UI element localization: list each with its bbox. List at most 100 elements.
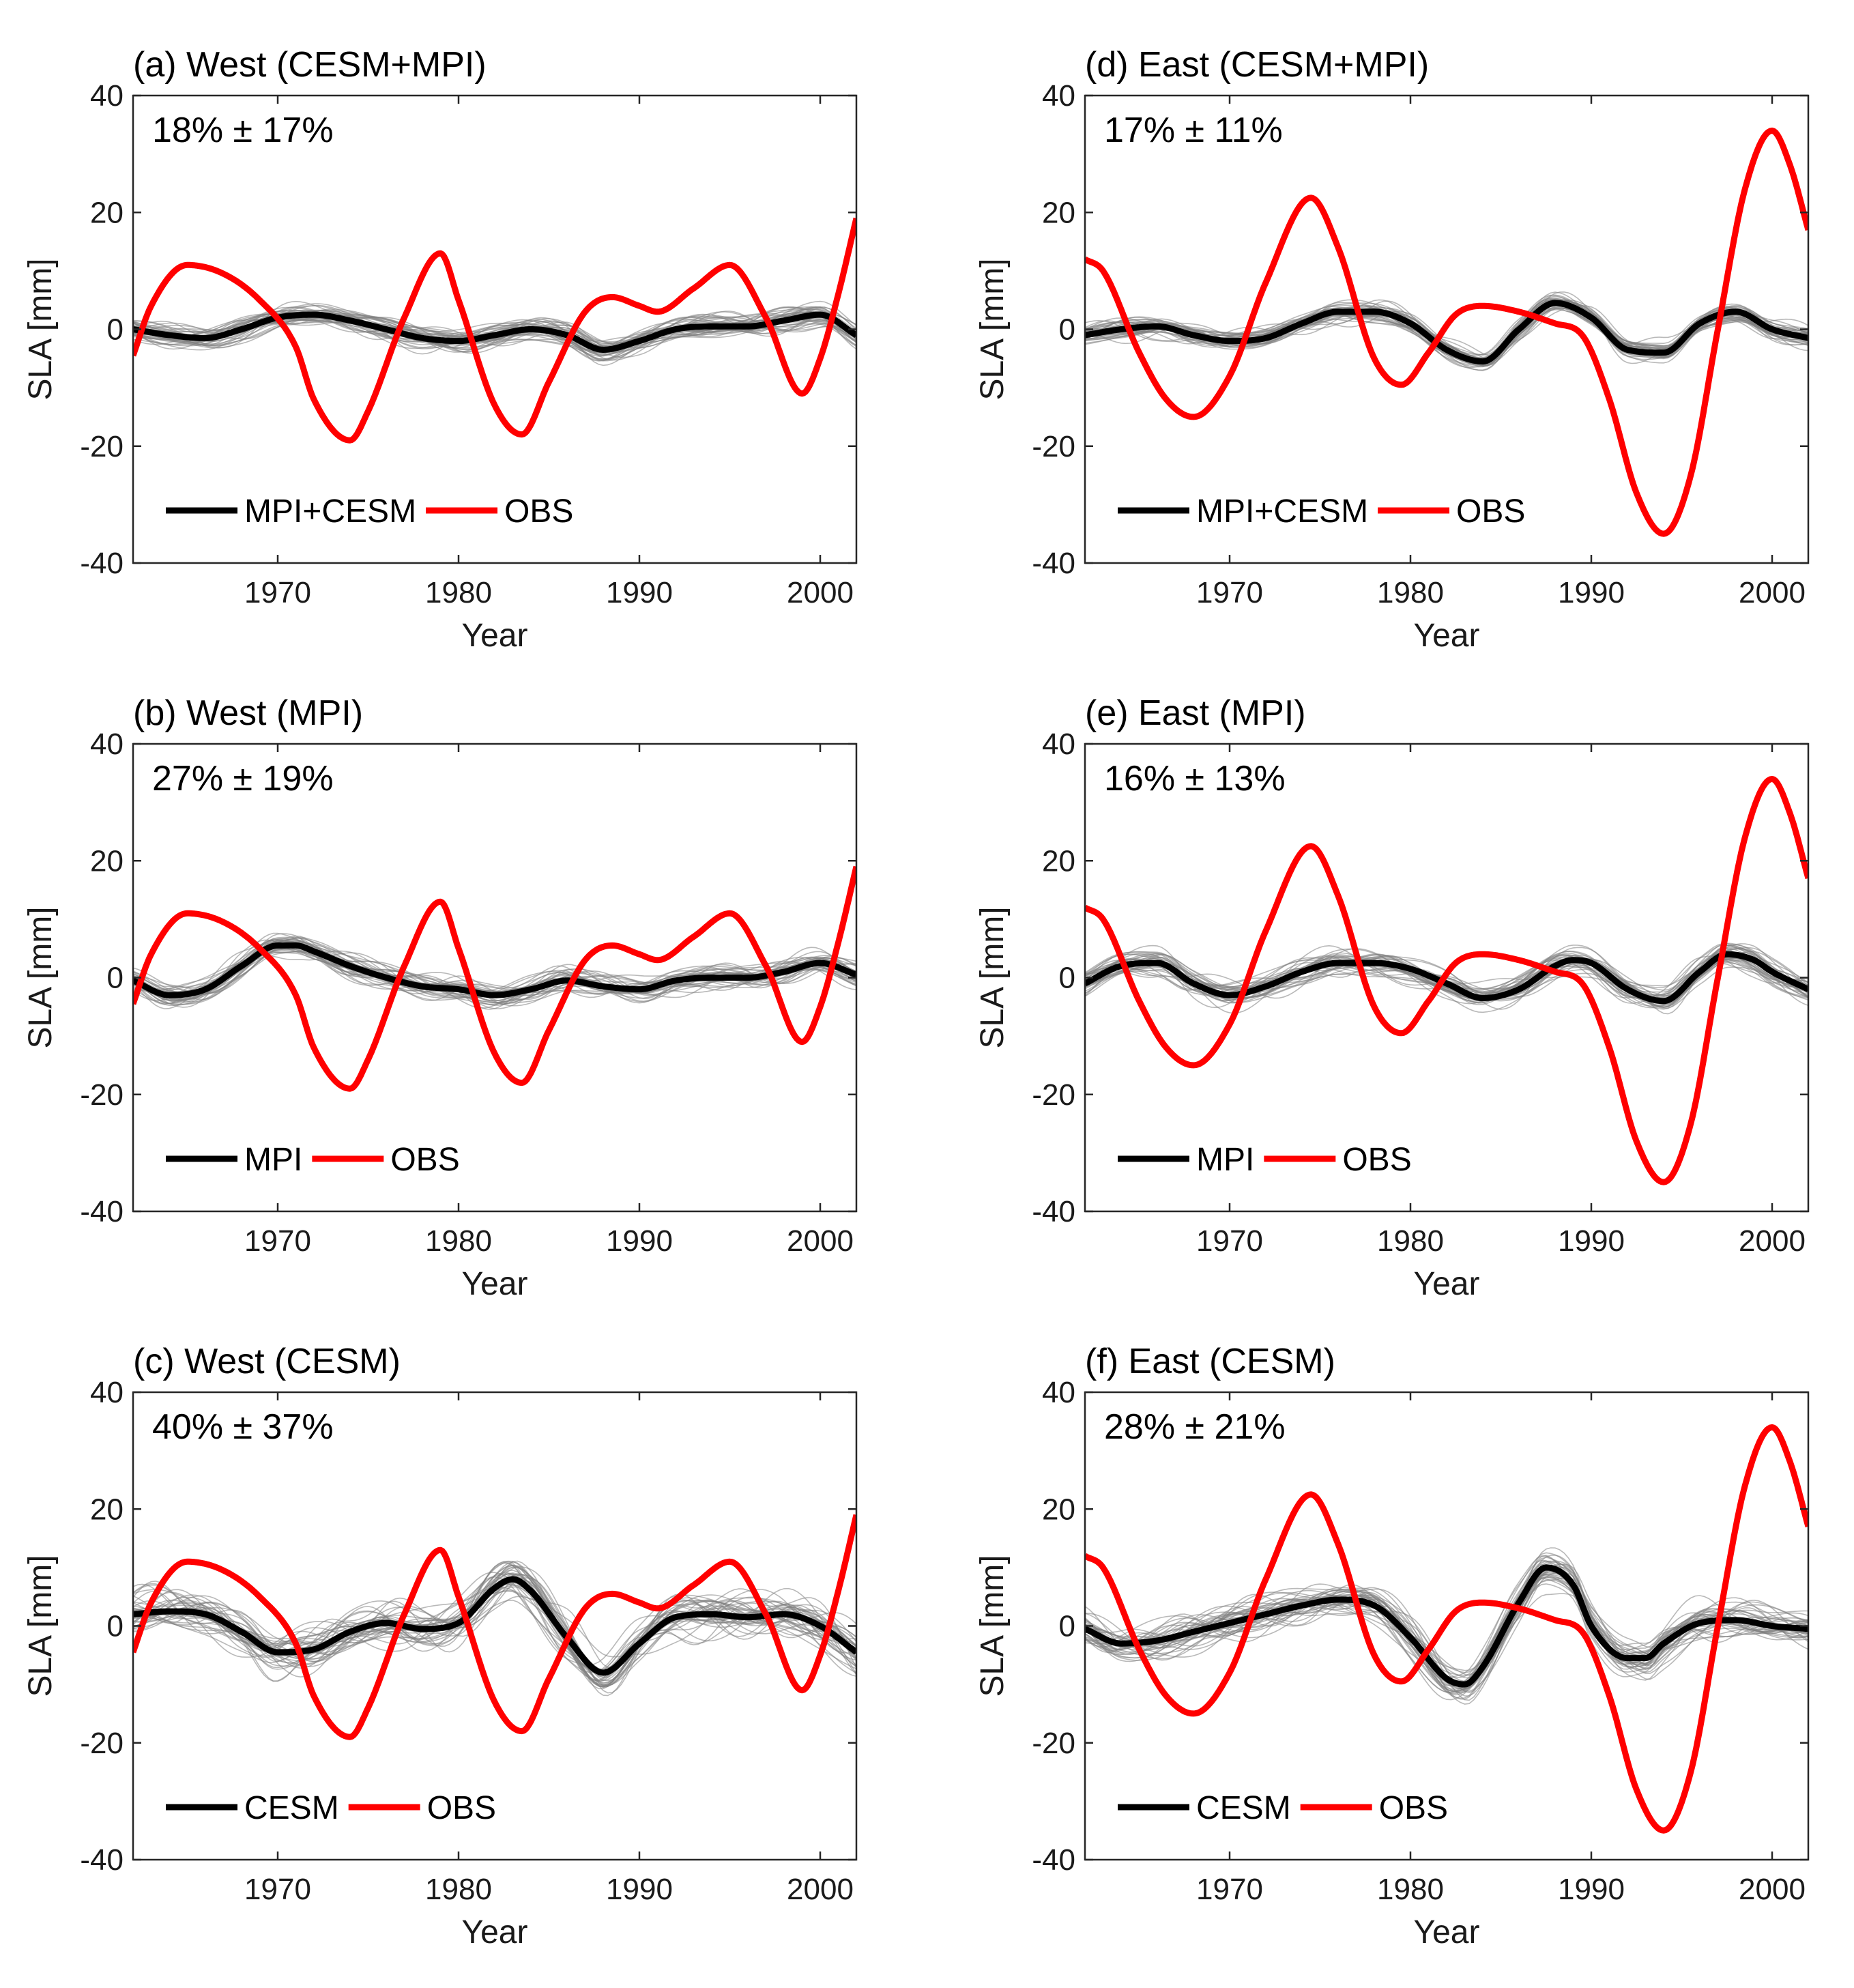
stat-annotation: 17% ± 11%: [1104, 111, 1283, 150]
ensemble-members: [1085, 291, 1808, 371]
y-tick-label: 40: [1042, 79, 1075, 113]
y-tick-label: 0: [107, 313, 124, 347]
ensemble-member-line: [1085, 1552, 1808, 1701]
ensemble-member-line: [133, 306, 856, 350]
y-axis-label: SLA [mm]: [23, 258, 59, 400]
ensemble-member-line: [1085, 1560, 1808, 1694]
stat-annotation: 27% ± 19%: [152, 759, 334, 798]
x-tick-label: 1980: [1377, 576, 1444, 609]
series-line-mpi-cesm: [133, 311, 856, 353]
panel-title: (f) East (CESM): [1085, 1342, 1335, 1381]
y-axis-label: SLA [mm]: [974, 258, 1011, 400]
x-tick-label: 1980: [425, 1224, 492, 1258]
y-tick-label: 20: [1042, 1493, 1075, 1526]
x-tick-label: 1990: [1558, 1224, 1625, 1258]
y-tick-label: -40: [80, 1195, 124, 1228]
stat-annotation: 28% ± 21%: [1104, 1407, 1286, 1447]
x-tick-label: 2000: [787, 576, 854, 609]
y-tick-label: -20: [80, 430, 124, 463]
ensemble-member-line: [133, 1576, 856, 1697]
legend-label: MPI: [1196, 1142, 1254, 1178]
plot-area: [133, 1514, 856, 1740]
x-tick-label: 2000: [1739, 1224, 1806, 1258]
series-line-obs: [133, 865, 856, 1092]
ensemble-member-line: [133, 300, 856, 362]
legend-label: OBS: [504, 493, 573, 530]
series-line-mpi: [1085, 951, 1808, 1005]
ensemble-member-line: [133, 300, 856, 366]
panel-title: (b) West (MPI): [133, 693, 363, 733]
y-tick-label: -40: [80, 1843, 124, 1877]
y-tick-label: -20: [80, 1078, 124, 1112]
x-axis-label: Year: [1414, 1266, 1480, 1302]
panel-a: (a) West (CESM+MPI) 1970 1980 1990 2000 -40 -2…: [23, 45, 858, 654]
legend-label: OBS: [390, 1142, 459, 1178]
y-tick-label: 40: [90, 79, 124, 113]
y-tick-label: 20: [90, 1493, 124, 1526]
series-line-obs: [1085, 127, 1808, 537]
x-tick-label: 1970: [1196, 576, 1263, 609]
series-line-obs: [1085, 775, 1808, 1185]
x-tick-label: 1970: [244, 576, 311, 609]
y-tick-label: 40: [1042, 728, 1075, 761]
x-axis-label: Year: [462, 1914, 528, 1950]
panel-e: (e) East (MPI) 1970 1980 1990 2000 -40 -20 0 20 4…: [974, 693, 1810, 1302]
legend-label: OBS: [1379, 1790, 1448, 1826]
ensemble-member-line: [133, 308, 856, 357]
y-tick-label: -20: [1032, 1727, 1075, 1760]
stat-annotation: 16% ± 13%: [1104, 759, 1286, 798]
panel-b: (b) West (MPI) 1970 1980 1990 2000 -40 -20 0 20 4…: [23, 693, 858, 1302]
plot-area: [133, 217, 856, 444]
x-tick-label: 2000: [1739, 1873, 1806, 1906]
legend-label: CESM: [244, 1790, 339, 1826]
ensemble-member-line: [133, 1573, 856, 1673]
panel-title: (a) West (CESM+MPI): [133, 45, 487, 85]
x-axis-label: Year: [462, 1266, 528, 1302]
legend: MPI OBS: [166, 1142, 460, 1178]
x-tick-label: 1990: [1558, 1873, 1625, 1906]
series-line-obs: [133, 1514, 856, 1740]
ensemble-member-line: [1085, 1564, 1808, 1693]
y-tick-label: -20: [80, 1727, 124, 1760]
legend-label: OBS: [427, 1790, 496, 1826]
x-axis-label: Year: [1414, 1914, 1480, 1950]
x-axis-label: Year: [462, 618, 528, 654]
x-tick-label: 1980: [425, 1873, 492, 1906]
y-tick-label: 40: [1042, 1376, 1075, 1409]
y-tick-label: 0: [1059, 1610, 1075, 1643]
panel-title: (d) East (CESM+MPI): [1085, 45, 1429, 85]
x-tick-label: 1970: [1196, 1873, 1263, 1906]
panel-title: (e) East (MPI): [1085, 693, 1306, 733]
x-tick-label: 2000: [787, 1873, 854, 1906]
ensemble-member-line: [133, 937, 856, 1005]
series-line-cesm: [133, 1576, 856, 1676]
y-tick-label: -40: [80, 547, 124, 580]
legend-label: OBS: [1456, 493, 1525, 530]
y-tick-label: 20: [1042, 196, 1075, 229]
x-tick-label: 1990: [606, 1224, 673, 1258]
x-tick-label: 1970: [244, 1224, 311, 1258]
ensemble-member-line: [1085, 1566, 1808, 1679]
ensemble-member-line: [133, 1560, 856, 1688]
ensemble-member-line: [133, 1576, 856, 1676]
plot-area: [1085, 775, 1808, 1185]
y-tick-label: -20: [1032, 430, 1075, 463]
y-tick-label: -40: [1032, 1195, 1075, 1228]
y-axis-label: SLA [mm]: [23, 1555, 59, 1697]
ensemble-member-line: [133, 317, 856, 350]
panel-f: (f) East (CESM) 1970 1980 1990 2000 -40 -20 0 20…: [974, 1342, 1810, 1950]
legend-label: MPI+CESM: [244, 493, 416, 530]
x-tick-label: 1990: [1558, 576, 1625, 609]
y-axis-label: SLA [mm]: [974, 1555, 1011, 1697]
ensemble-member-line: [133, 1581, 856, 1682]
x-tick-label: 1980: [1377, 1873, 1444, 1906]
legend-label: MPI: [244, 1142, 302, 1178]
ensemble-member-line: [133, 942, 856, 997]
panel-title: (c) West (CESM): [133, 1342, 401, 1381]
ensemble-member-line: [1085, 1565, 1808, 1677]
y-tick-label: -40: [1032, 547, 1075, 580]
stat-annotation: 40% ± 37%: [152, 1407, 334, 1447]
y-axis-label: SLA [mm]: [974, 906, 1011, 1048]
x-tick-label: 1970: [1196, 1224, 1263, 1258]
y-tick-label: 0: [107, 962, 124, 995]
